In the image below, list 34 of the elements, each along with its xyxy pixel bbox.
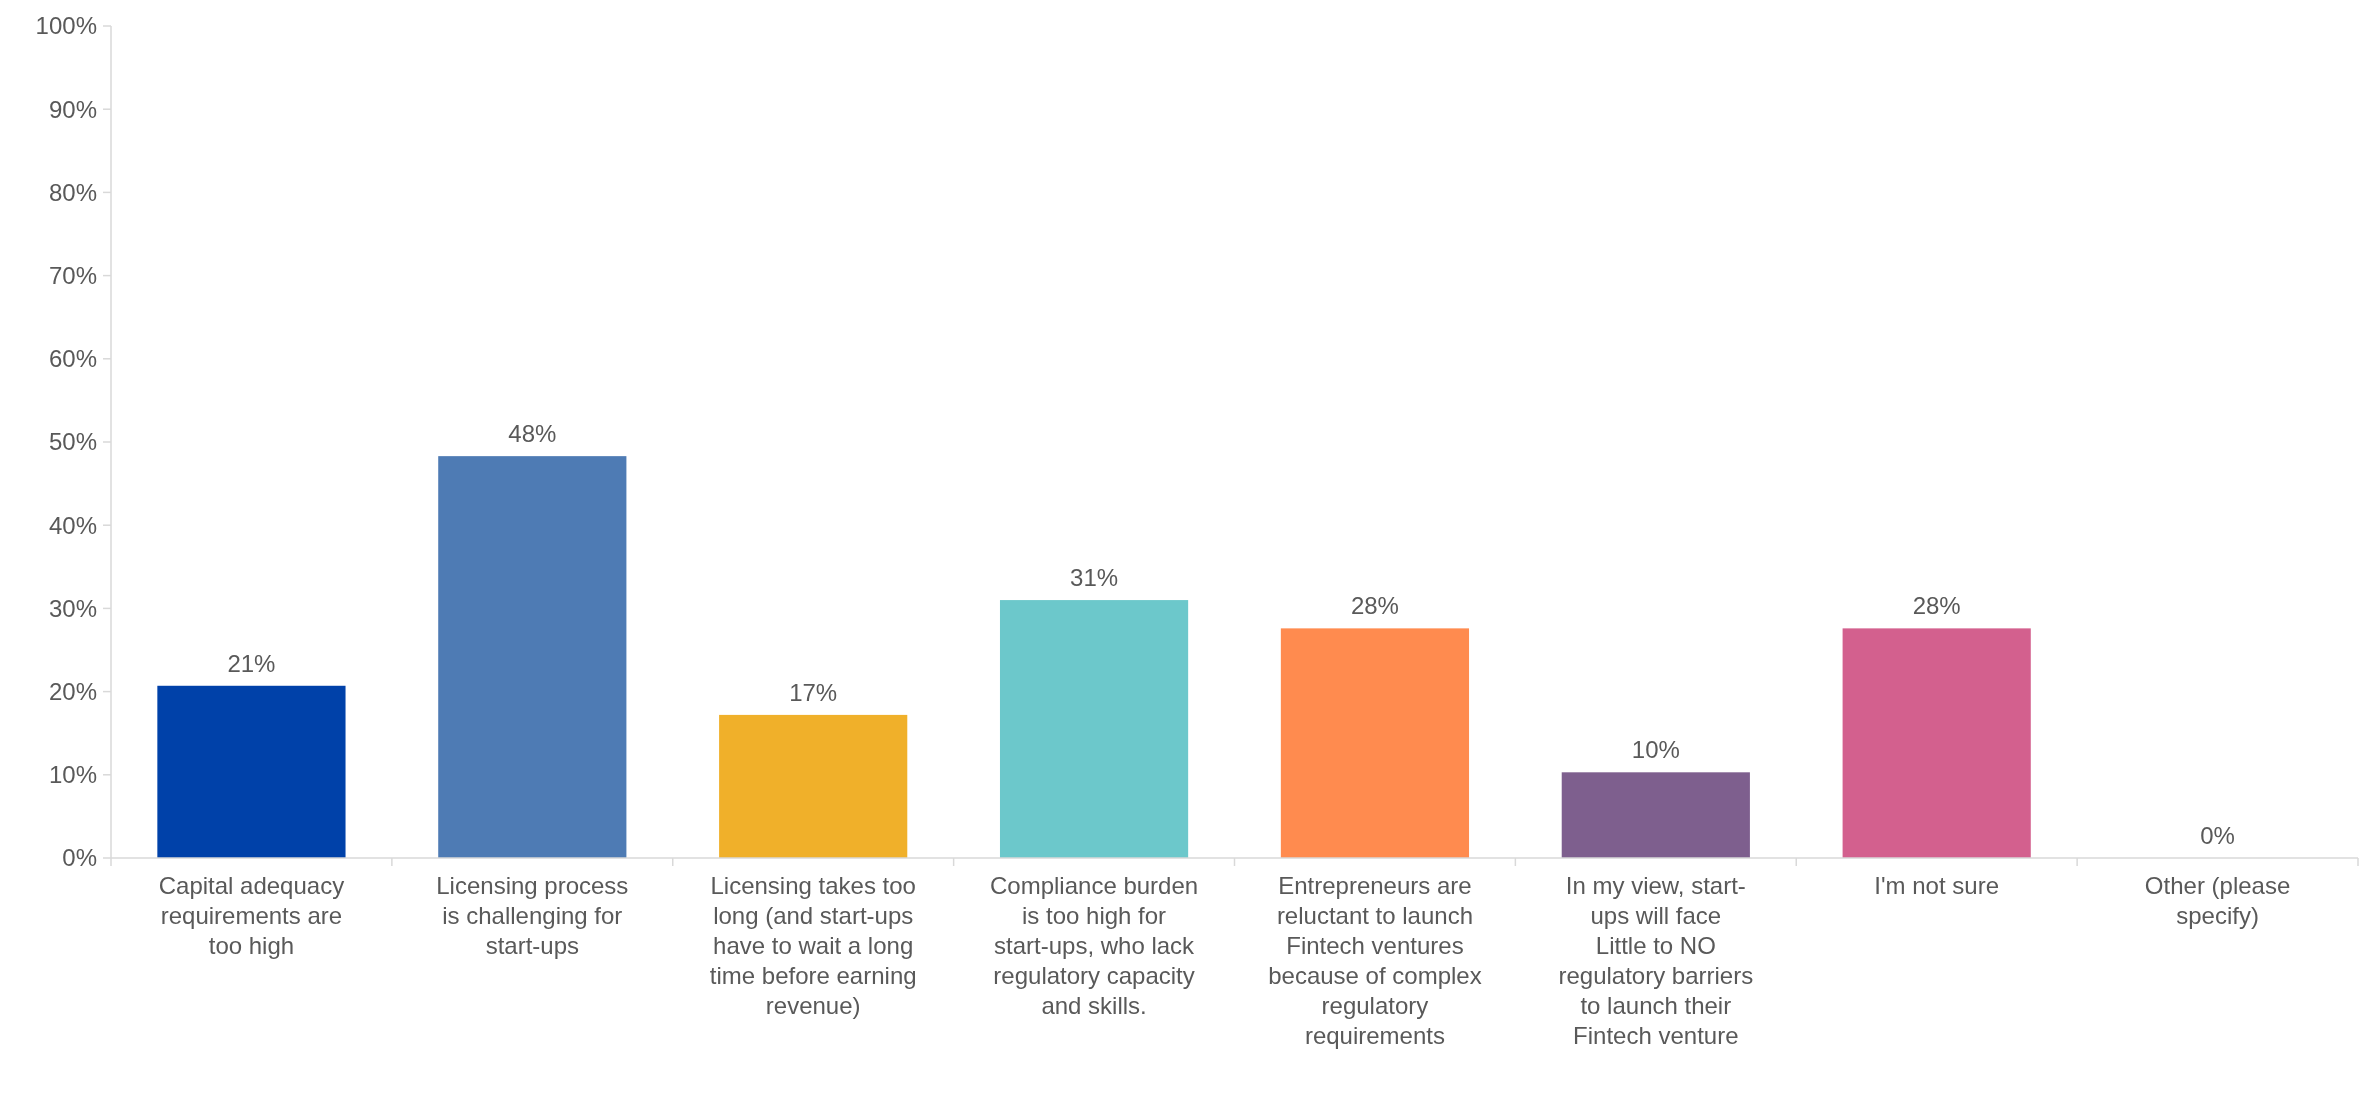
data-label: 28% — [1350, 592, 1399, 620]
y-tick-label: 50% — [48, 428, 97, 456]
data-label: 17% — [789, 678, 838, 706]
data-label: 0% — [2200, 822, 2235, 849]
data-label: 21% — [227, 649, 276, 677]
x-tick-label: Compliance burden is too high for start-ups, who lack regulatory capacity and skills. — [990, 872, 1199, 1019]
bar — [157, 685, 346, 858]
x-tick-label: In my view, start-ups will face Little to NO regulatory barriers to launch their Fintech venture — [1558, 872, 1754, 1049]
y-tick-label: 80% — [48, 178, 97, 206]
data-label: 28% — [1912, 592, 1961, 620]
y-tick-label: 20% — [48, 678, 97, 705]
x-tick-label: Entrepreneurs are reluctant to launch Fintech ventures because of complex regulatory requirements — [1268, 872, 1482, 1049]
bar — [719, 714, 908, 858]
y-tick-label: 0% — [62, 844, 97, 872]
y-tick-label: 60% — [48, 345, 97, 373]
y-tick-label: 30% — [48, 594, 97, 622]
x-tick-label: Licensing process is challenging for start-ups — [436, 872, 629, 959]
bar — [438, 456, 627, 858]
data-label: 48% — [508, 420, 557, 448]
data-label: 31% — [1070, 564, 1119, 592]
y-tick-label: 100% — [35, 12, 97, 40]
y-tick-label: 70% — [48, 262, 97, 289]
x-tick-label: Capital adequacy requirements are too high — [158, 872, 345, 959]
bar — [999, 600, 1189, 858]
x-tick-label: Other (please specify) — [2144, 872, 2291, 929]
x-tick-label: I'm not sure — [1874, 872, 2000, 899]
y-tick-label: 40% — [48, 511, 97, 539]
x-tick-label: Licensing takes too long (and start-ups have to wait a long time before earning revenue) — [709, 872, 917, 1019]
bar — [1561, 772, 1750, 858]
y-tick-label: 90% — [48, 95, 97, 123]
data-label: 10% — [1631, 736, 1680, 764]
bar — [1280, 628, 1470, 858]
y-tick-label: 10% — [48, 761, 97, 789]
bar — [1842, 628, 2031, 858]
